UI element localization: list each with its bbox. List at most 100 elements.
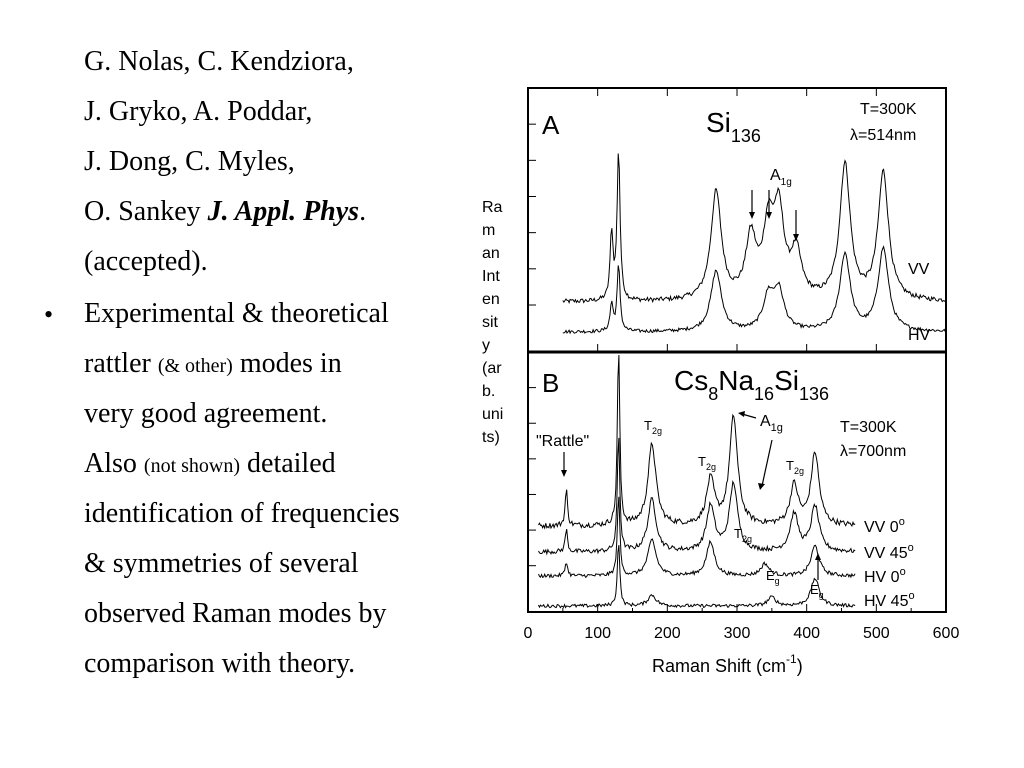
y-axis-label-line-3: Int bbox=[482, 268, 500, 285]
panel-a-a1g-main: A bbox=[770, 167, 781, 184]
t2g-label-2: T2g bbox=[698, 454, 716, 472]
bullet-line-2-small: (& other) bbox=[157, 355, 233, 377]
panel-b-curve-3 bbox=[538, 545, 856, 609]
ref-line-3: J. Dong, C. Myles, bbox=[84, 146, 295, 177]
panel-a-arrowhead-2 bbox=[766, 212, 772, 219]
raman-figure: 0 100 200 300 400 500 600 Ra m an Int en sit y (ar b. u… bbox=[480, 86, 980, 686]
rattle-arrowhead bbox=[561, 470, 567, 477]
curve-label-hv0-deg: o bbox=[900, 566, 906, 578]
a1g-arrow-2 bbox=[761, 439, 773, 487]
bullet-line-8: comparison with theory. bbox=[84, 648, 356, 679]
t2g-label-4-sub: 2g bbox=[742, 534, 752, 544]
curve-label-vv0-text: VV 0 bbox=[864, 519, 899, 536]
y-axis-label: Ra m an Int en sit y (ar b. uni ts) bbox=[482, 199, 503, 446]
panel-b-wavelength-value: =700nm bbox=[848, 443, 906, 460]
panel-a-a1g-label: A1g bbox=[770, 167, 792, 188]
curve-label-hv0: HV 0o bbox=[864, 566, 906, 586]
curve-label-hv45-text: HV 45 bbox=[864, 593, 909, 610]
panel-b-temperature: T=300K bbox=[840, 419, 897, 436]
panel-b-compound-si-sub: 136 bbox=[799, 384, 829, 404]
panel-b-lambda: λ bbox=[840, 443, 848, 460]
curve-label-hv0-text: HV 0 bbox=[864, 569, 900, 586]
t2g-label-3-main: T bbox=[786, 458, 794, 473]
ref-line-2: J. Gryko, A. Poddar, bbox=[84, 96, 313, 127]
ref-period: . bbox=[359, 196, 367, 227]
y-axis-label-line-8: b. bbox=[482, 383, 495, 400]
panel-a-arrowheads bbox=[749, 212, 799, 241]
ref-line-1: G. Nolas, C. Kendziora, bbox=[84, 46, 354, 77]
curve-label-vv45-text: VV 45 bbox=[864, 545, 908, 562]
bullet-line-7: observed Raman modes by bbox=[84, 598, 387, 629]
panel-a-temperature: T=300K bbox=[860, 101, 917, 118]
y-axis-label-line-6: y bbox=[482, 337, 490, 354]
x-tick-label-5: 500 bbox=[863, 625, 890, 642]
a1g-arrowhead-2 bbox=[758, 483, 765, 490]
y-axis-label-line-5: sit bbox=[482, 314, 499, 331]
curve-label-vv0-deg: o bbox=[899, 516, 905, 528]
panel-b-letter: B bbox=[542, 368, 559, 398]
panel-b-compound-na: Na bbox=[718, 365, 754, 396]
x-axis-label-main: Raman Shift (cm bbox=[652, 656, 786, 676]
panel-a-compound: Si136 bbox=[706, 107, 761, 146]
curve-label-vv0: VV 0o bbox=[864, 516, 905, 536]
panel-a-curve-label-vv: VV bbox=[908, 261, 930, 278]
panel-b-curve-2 bbox=[538, 496, 856, 579]
panel-b-compound-si: Si bbox=[774, 365, 799, 396]
a1g-arrowhead-1 bbox=[738, 411, 745, 417]
bullet-line-2: rattler (& other) modes in bbox=[84, 350, 342, 380]
y-axis-label-line-2: an bbox=[482, 245, 500, 262]
x-tick-label-3: 300 bbox=[724, 625, 751, 642]
t2g-label-1-sub: 2g bbox=[652, 426, 662, 436]
panel-b-curve-0 bbox=[538, 354, 856, 530]
spectra-curves bbox=[538, 153, 946, 609]
bullet-line-2a: rattler bbox=[84, 348, 158, 379]
ref-journal: J. Appl. Phys bbox=[207, 196, 360, 227]
y-axis-label-line-1: m bbox=[482, 222, 495, 239]
curve-label-hv45: HV 45o bbox=[864, 590, 915, 610]
bullet-line-4b: detailed bbox=[240, 448, 336, 479]
x-tick-label-0: 0 bbox=[524, 625, 533, 642]
panel-b-curve-1 bbox=[538, 437, 856, 556]
bullet-line-2b: modes in bbox=[232, 348, 342, 379]
ref-status: (accepted). bbox=[84, 246, 208, 277]
t2g-label-2-main: T bbox=[698, 454, 706, 469]
curve-label-vv45-deg: o bbox=[908, 542, 914, 554]
axis-ticks bbox=[527, 88, 947, 612]
panel-b-a1g-label: A1g bbox=[760, 413, 783, 434]
y-axis-label-line-10: ts) bbox=[482, 429, 500, 446]
panel-a-wavelength-value: =514nm bbox=[858, 127, 916, 144]
x-tick-labels: 0 100 200 300 400 500 600 bbox=[524, 625, 960, 642]
y-axis-label-line-9: uni bbox=[482, 406, 503, 423]
panel-a-compound-sub: 136 bbox=[731, 126, 761, 146]
t2g-label-1: T2g bbox=[644, 418, 662, 436]
t2g-label-4: T2g bbox=[734, 526, 752, 544]
panel-a-a1g-sub: 1g bbox=[781, 177, 792, 188]
x-axis-label-sup: -1 bbox=[786, 652, 797, 666]
panel-b-compound: Cs8Na16Si136 bbox=[674, 365, 829, 404]
curve-label-hv45-deg: o bbox=[908, 590, 914, 602]
y-axis-label-line-7: (ar bbox=[482, 360, 502, 377]
t2g-label-3-sub: 2g bbox=[794, 466, 804, 476]
bullet-line-4a: Also bbox=[84, 448, 144, 479]
bullet-line-4: Also (not shown) detailed bbox=[84, 450, 336, 480]
curve-label-vv45: VV 45o bbox=[864, 542, 914, 562]
bullet-line-1: Experimental & theoretical bbox=[84, 298, 389, 329]
bullet-dot: • bbox=[44, 300, 54, 329]
panel-a-arrowhead-1 bbox=[749, 212, 755, 219]
eg-label-1: Eg bbox=[766, 568, 780, 586]
panel-b-compound-cs: Cs bbox=[674, 365, 708, 396]
panel-a-curve-label-hv: HV bbox=[908, 327, 931, 344]
eg-label-1-sub: g bbox=[775, 576, 780, 586]
y-axis-label-line-0: Ra bbox=[482, 199, 503, 216]
panel-a-arrows bbox=[751, 190, 797, 236]
panel-b-a1g-main: A bbox=[760, 413, 771, 430]
bullet-line-6: & symmetries of several bbox=[84, 548, 359, 579]
x-tick-label-1: 100 bbox=[584, 625, 611, 642]
eg-label-2-main: E bbox=[810, 582, 819, 597]
bullet-line-3: very good agreement. bbox=[84, 398, 328, 429]
t2g-label-3: T2g bbox=[786, 458, 804, 476]
panel-a-wavelength: λ=514nm bbox=[850, 127, 916, 144]
rattle-label: "Rattle" bbox=[536, 433, 589, 450]
bullet-line-5: identification of frequencies bbox=[84, 498, 400, 529]
panel-a-lambda: λ bbox=[850, 127, 858, 144]
